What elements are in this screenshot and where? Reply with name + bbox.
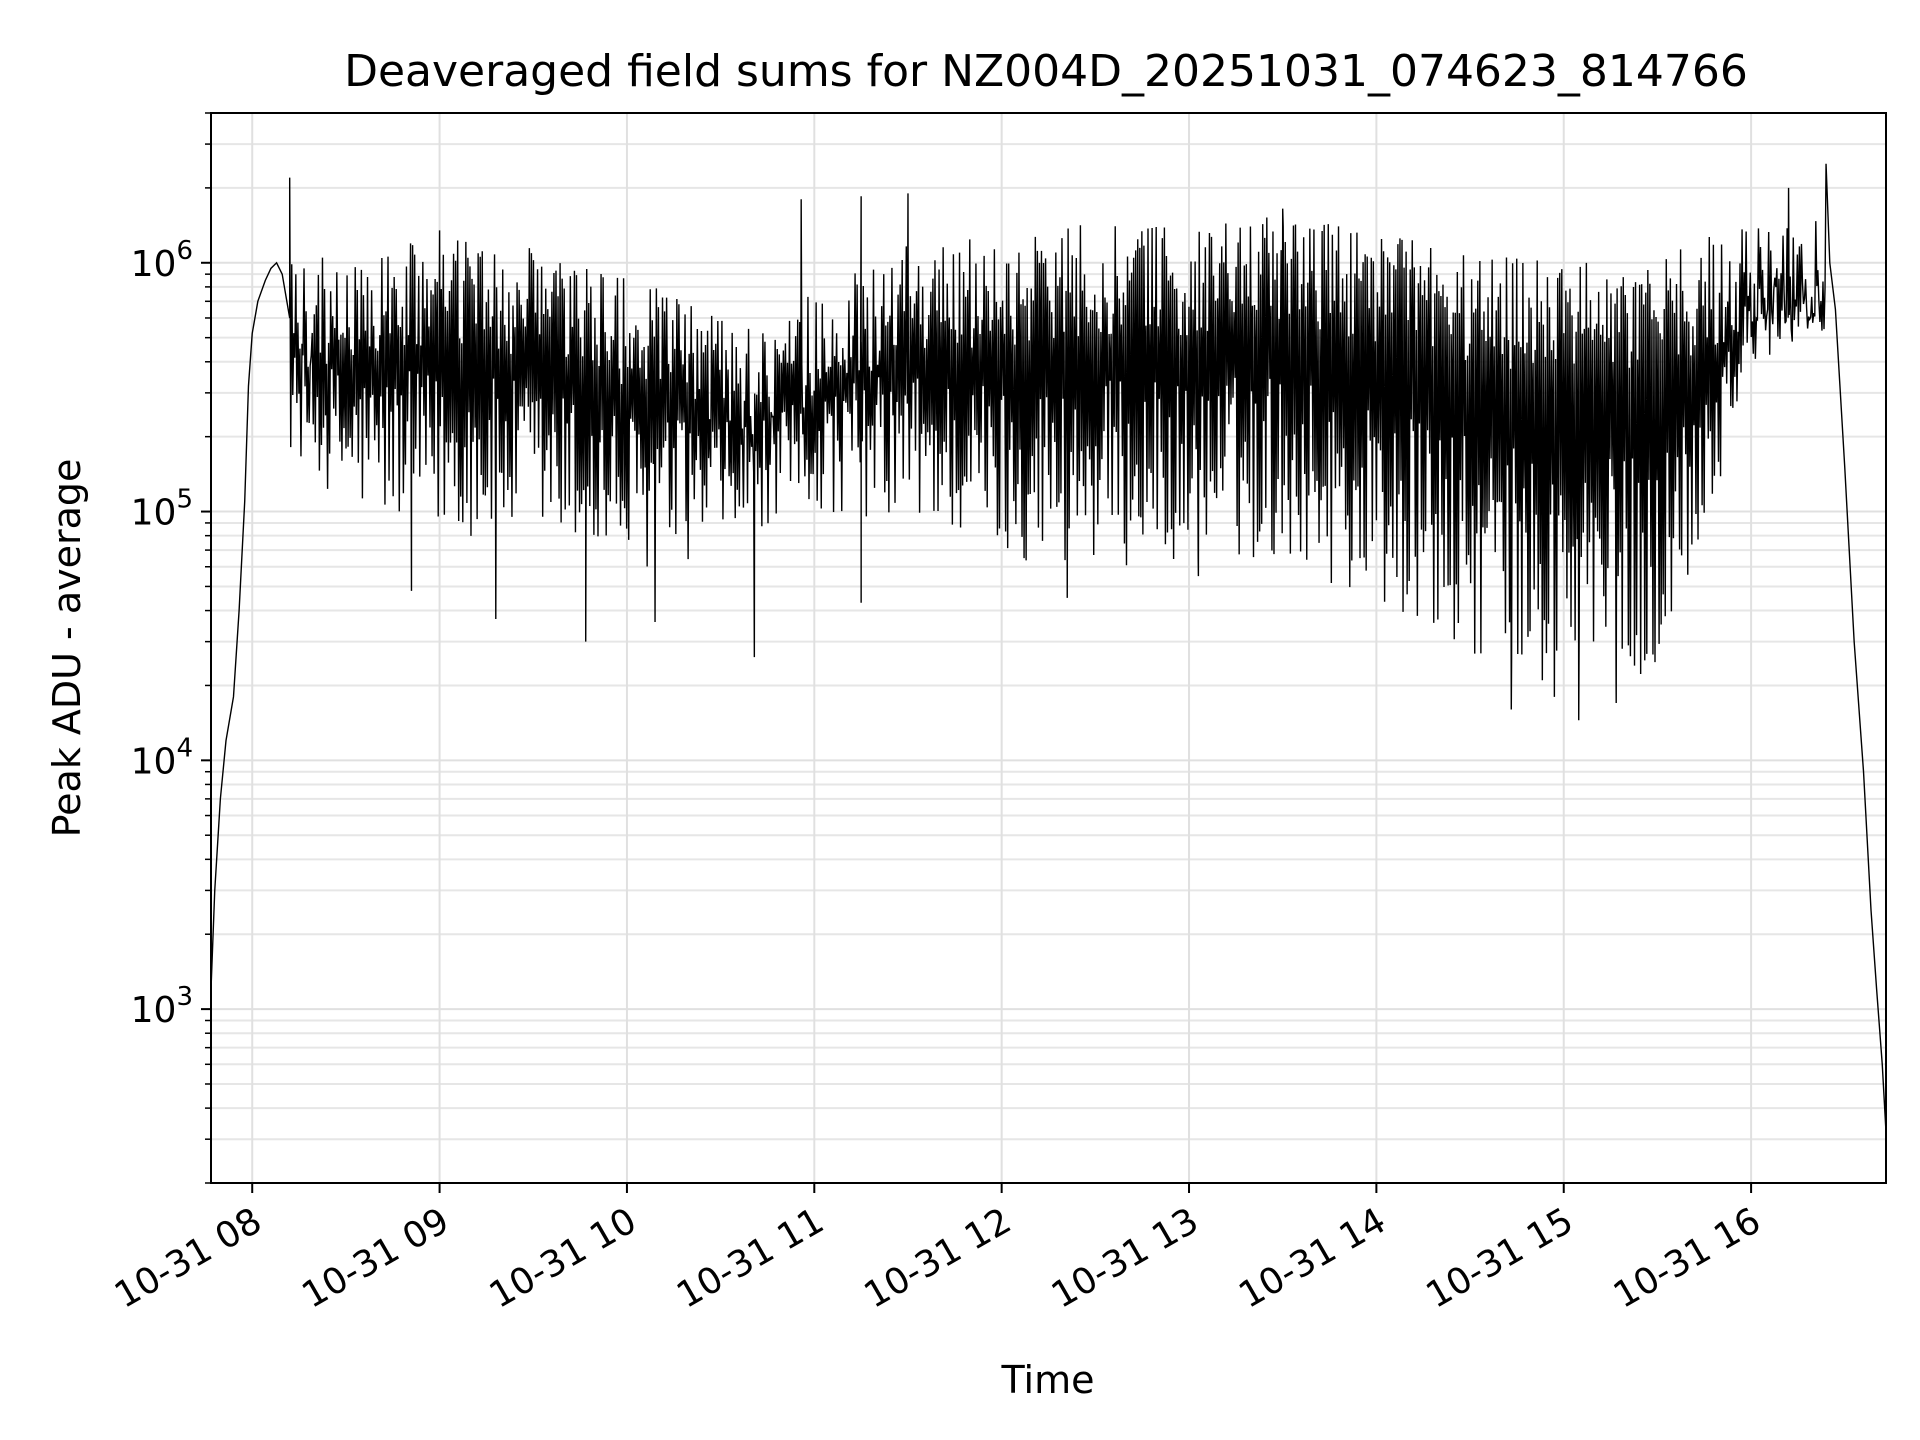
plot-frame (210, 112, 1887, 1184)
y-tick-label: 104 (131, 733, 193, 782)
y-tick-label: 106 (131, 236, 193, 285)
x-tick-label: 10-31 09 (295, 1200, 456, 1316)
x-tick-label: 10-31 11 (670, 1200, 831, 1316)
x-tick-label: 10-31 16 (1607, 1200, 1768, 1316)
series-line (210, 163, 1887, 1133)
x-tick-label: 10-31 08 (108, 1200, 269, 1316)
x-tick-label: 10-31 12 (857, 1200, 1018, 1316)
x-tick-label: 10-31 13 (1045, 1200, 1206, 1316)
y-tick-base: 10 (131, 741, 177, 782)
y-tick-exponent: 3 (176, 982, 193, 1012)
y-tick-base: 10 (131, 990, 177, 1031)
x-tick-label: 10-31 15 (1420, 1200, 1581, 1316)
y-axis-label: Peak ADU - average (45, 459, 89, 838)
series-group (210, 163, 1887, 1133)
chart-title: Deaveraged field sums for NZ004D_2025103… (344, 46, 1748, 97)
y-tick-exponent: 6 (176, 236, 193, 266)
x-tick-label: 10-31 10 (483, 1200, 644, 1316)
y-tick-exponent: 4 (176, 733, 193, 763)
x-axis-label: Time (1001, 1358, 1095, 1402)
y-tick-label: 105 (131, 485, 193, 534)
y-tick-exponent: 5 (176, 485, 193, 515)
y-tick-base: 10 (131, 244, 177, 285)
y-tick-base: 10 (131, 493, 177, 534)
y-tick-label: 103 (131, 982, 193, 1031)
x-tick-label: 10-31 14 (1232, 1200, 1393, 1316)
x-axis: 10-31 08 10-31 09 10-31 10 10-31 11 10-31 12… (108, 1183, 1768, 1317)
